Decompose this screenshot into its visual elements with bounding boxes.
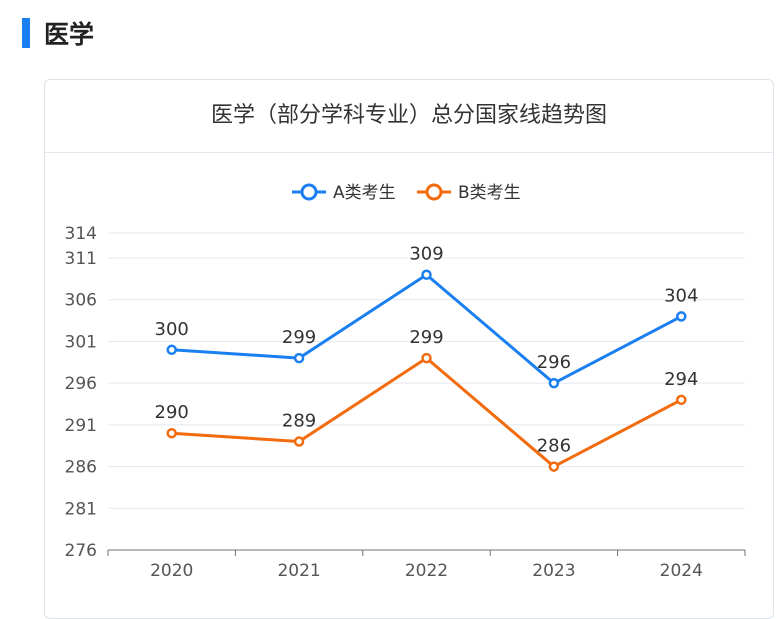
chart-card: 医学（部分学科专业）总分国家线趋势图: [44, 79, 774, 619]
x-tick-label: 2024: [660, 561, 703, 581]
data-point[interactable]: [676, 394, 687, 406]
data-point[interactable]: [166, 344, 177, 356]
data-point[interactable]: [421, 352, 432, 364]
data-label: 300: [155, 319, 189, 340]
y-tick-label: 276: [65, 541, 97, 561]
legend: A类考生 B类考生: [292, 183, 521, 203]
x-tick-label: 2021: [277, 561, 320, 581]
data-label: 309: [409, 244, 443, 265]
section-title: 医学: [44, 20, 95, 49]
line-chart: 276 281 286 291 296 301 306 311 314 2020 2021 2022 2…: [65, 183, 746, 581]
axes: 276 281 286 291 296 301 306 311 314 2020 2021 2022 2…: [65, 224, 746, 581]
section-accent-bar: [22, 18, 30, 48]
legend-marker-icon: [300, 183, 318, 201]
data-label: 299: [282, 327, 316, 348]
y-tick-label: 306: [65, 291, 97, 311]
section-header: 医学: [22, 16, 94, 50]
x-tick-label: 2022: [405, 561, 448, 581]
data-label: 299: [409, 327, 443, 348]
y-tick-label: 281: [65, 499, 97, 519]
chart-title: 医学（部分学科专业）总分国家线趋势图: [45, 80, 773, 153]
legend-item-b[interactable]: B类考生: [417, 183, 521, 203]
data-point[interactable]: [293, 352, 305, 364]
series-line: [171, 356, 682, 469]
y-tick-label: 314: [65, 224, 97, 244]
legend-label: A类考生: [333, 183, 396, 203]
data-label: 286: [537, 436, 571, 457]
data-point[interactable]: [548, 461, 560, 472]
y-tick-label: 286: [65, 458, 97, 478]
data-point[interactable]: [548, 377, 560, 389]
series-a: 300 299 309 296 304: [155, 244, 698, 389]
legend-label: B类考生: [458, 183, 521, 203]
data-label: 294: [664, 369, 698, 390]
grid-lines: [108, 232, 745, 509]
series: 300 299 309 296 304 290 289 299 286 294: [155, 244, 698, 472]
series-b: 290 289 299 286 294: [155, 327, 698, 472]
data-label: 290: [155, 402, 189, 423]
data-point[interactable]: [166, 427, 177, 439]
y-tick-label: 311: [65, 249, 97, 269]
data-label: 289: [282, 411, 316, 432]
y-tick-label: 296: [65, 374, 97, 394]
legend-item-a[interactable]: A类考生: [292, 183, 396, 203]
x-tick-label: 2020: [150, 561, 193, 581]
y-tick-label: 291: [65, 416, 97, 436]
x-tick-label: 2023: [532, 561, 575, 581]
data-label: 296: [537, 352, 571, 373]
legend-marker-icon: [425, 183, 443, 201]
data-label: 304: [664, 285, 698, 306]
data-point[interactable]: [421, 269, 432, 280]
y-tick-label: 301: [65, 332, 97, 352]
data-point[interactable]: [676, 311, 687, 322]
data-point[interactable]: [293, 436, 305, 447]
